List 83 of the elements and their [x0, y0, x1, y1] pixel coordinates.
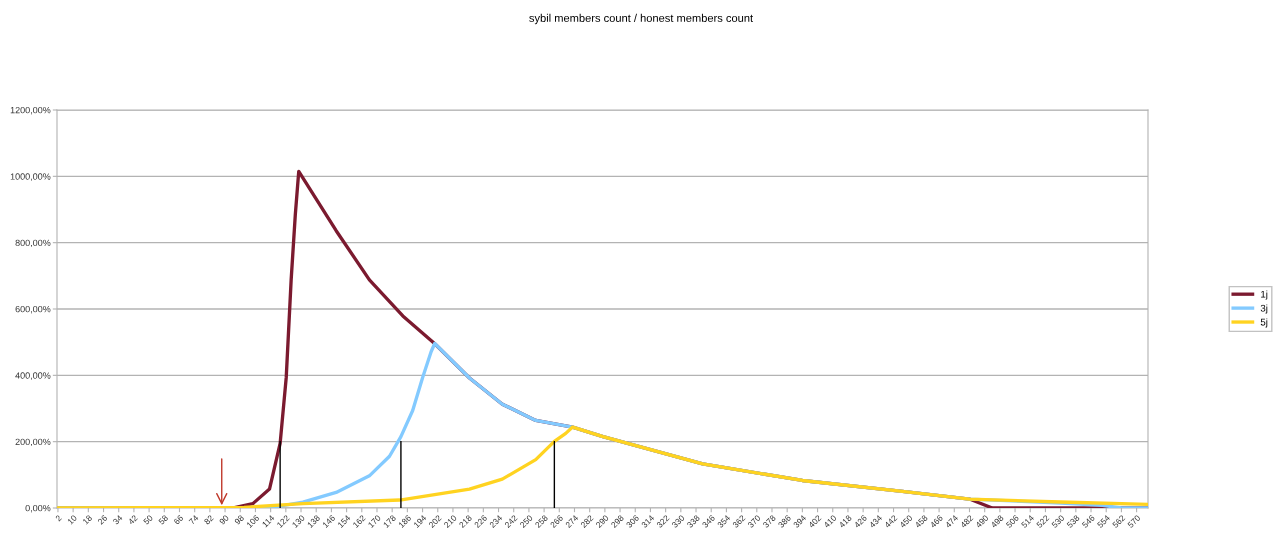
x-tick-label: 194	[413, 514, 427, 528]
x-tick-label: 218	[458, 514, 473, 529]
x-tick-label: 482	[959, 514, 974, 529]
x-tick-label: 98	[234, 514, 245, 525]
x-tick-label: 450	[899, 514, 913, 529]
x-tick-label: 474	[944, 514, 959, 529]
x-tick-label: 210	[443, 514, 458, 529]
x-tick-label: 202	[428, 514, 442, 529]
x-tick-label: 290	[595, 514, 609, 529]
x-tick-label: 2	[55, 514, 62, 522]
chart-title: sybil members count / honest members count	[529, 13, 754, 25]
x-tick-label: 266	[549, 514, 564, 529]
x-tick-label: 378	[762, 514, 777, 529]
x-tick-label: 226	[473, 514, 488, 529]
x-tick-label: 322	[656, 514, 670, 529]
x-tick-label: 34	[112, 514, 123, 525]
x-tick-label: 330	[671, 514, 685, 529]
legend-label: 5j	[1260, 318, 1268, 328]
x-tick-label: 538	[1066, 514, 1080, 529]
x-tick-label: 530	[1051, 514, 1065, 529]
x-tick-label: 466	[929, 514, 944, 529]
x-tick-label: 554	[1096, 514, 1111, 529]
x-tick-label: 122	[276, 514, 290, 528]
x-tick-label: 74	[188, 514, 199, 525]
x-tick-label: 458	[914, 514, 928, 529]
x-tick-label: 306	[625, 514, 640, 529]
x-tick-label: 106	[246, 514, 260, 528]
y-tick-label: 600,00%	[15, 305, 51, 314]
x-tick-label: 362	[732, 514, 746, 529]
x-tick-label: 498	[990, 514, 1004, 529]
x-tick-label: 434	[868, 514, 883, 529]
x-tick-label: 66	[173, 514, 184, 525]
x-tick-label: 26	[97, 514, 108, 525]
x-tick-label: 426	[853, 514, 868, 529]
x-tick-label: 546	[1081, 514, 1096, 529]
x-tick-label: 522	[1036, 514, 1050, 529]
x-tick-label: 170	[367, 514, 382, 528]
legend-label: 3j	[1260, 304, 1268, 314]
x-tick-label: 490	[975, 514, 989, 529]
y-tick-label: 400,00%	[15, 372, 51, 380]
x-tick-label: 354	[716, 514, 731, 529]
x-tick-label: 562	[1111, 514, 1126, 529]
x-tick-label: 506	[1005, 514, 1020, 529]
x-tick-label: 186	[398, 514, 412, 528]
x-tick-label: 234	[489, 514, 503, 529]
x-tick-label: 90	[218, 514, 230, 525]
y-tick-label: 800,00%	[15, 239, 51, 248]
legend-label: 1j	[1261, 290, 1268, 300]
x-tick-label: 42	[127, 514, 138, 525]
x-tick-label: 410	[823, 514, 837, 529]
x-tick-label: 442	[883, 514, 898, 529]
x-tick-label: 58	[158, 514, 169, 525]
x-tick-label: 178	[382, 514, 397, 528]
x-tick-label: 258	[534, 514, 549, 529]
x-tick-label: 338	[686, 514, 701, 529]
x-tick-label: 10	[67, 514, 78, 525]
x-tick-label: 394	[792, 514, 807, 529]
x-tick-label: 298	[610, 514, 625, 529]
x-tick-label: 386	[777, 514, 792, 529]
x-tick-label: 82	[203, 514, 214, 525]
x-tick-label: 114	[261, 514, 275, 528]
x-tick-label: 130	[291, 514, 306, 528]
x-tick-label: 346	[701, 514, 716, 529]
x-tick-label: 370	[747, 514, 761, 529]
x-tick-label: 242	[504, 514, 518, 529]
x-tick-label: 314	[641, 514, 655, 529]
y-tick-label: 0,00%	[25, 504, 51, 513]
x-tick-label: 146	[322, 514, 336, 528]
x-tick-label: 162	[352, 514, 366, 528]
x-tick-label: 282	[580, 514, 594, 529]
x-tick-label: 18	[82, 514, 93, 525]
x-tick-label: 274	[565, 514, 579, 529]
y-tick-label: 1200,00%	[10, 106, 51, 115]
y-tick-label: 200,00%	[15, 438, 51, 447]
x-tick-label: 418	[838, 514, 853, 529]
x-tick-label: 570	[1127, 514, 1141, 529]
y-tick-label: 1000,00%	[10, 173, 51, 181]
x-tick-label: 154	[337, 514, 351, 528]
x-tick-label: 402	[808, 514, 822, 529]
x-tick-label: 50	[142, 514, 154, 525]
x-tick-label: 514	[1020, 514, 1035, 529]
x-tick-label: 138	[306, 514, 321, 528]
x-tick-label: 250	[519, 514, 534, 529]
